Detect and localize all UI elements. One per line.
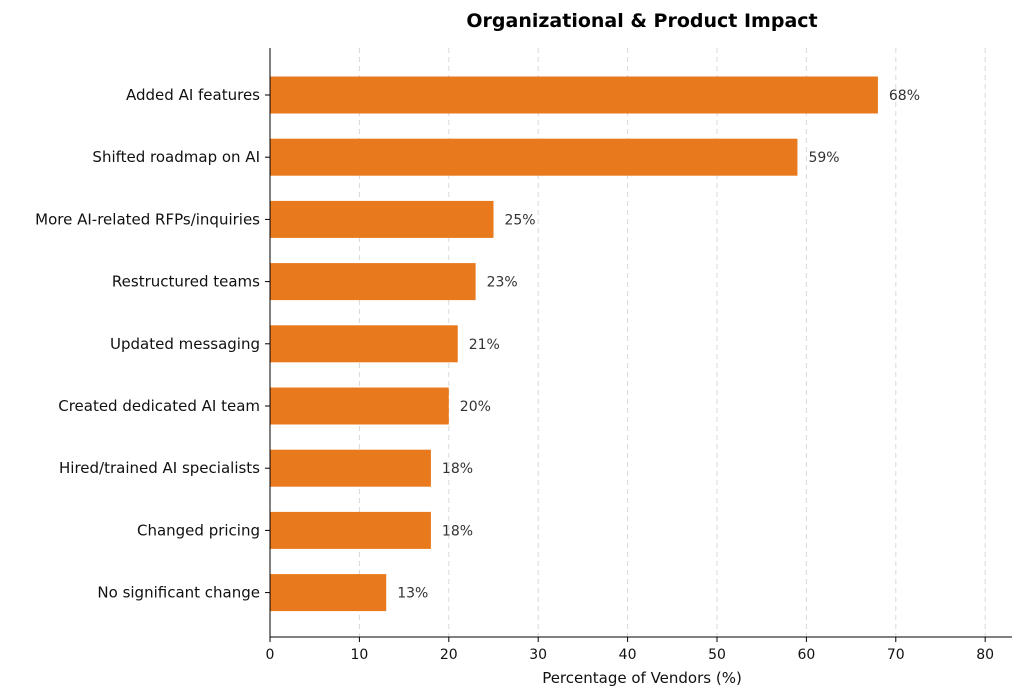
- x-tick-label: 30: [529, 647, 547, 663]
- data-label: 18%: [442, 523, 473, 539]
- data-label: 18%: [442, 461, 473, 477]
- category-label: Restructured teams: [112, 273, 260, 291]
- bar: [270, 387, 449, 425]
- x-tick-label: 40: [619, 647, 637, 663]
- category-label: Updated messaging: [110, 335, 260, 353]
- data-label: 59%: [808, 150, 839, 166]
- category-label: More AI-related RFPs/inquiries: [35, 210, 260, 228]
- x-axis-label: Percentage of Vendors (%): [542, 669, 742, 687]
- data-label: 68%: [889, 88, 920, 104]
- category-label: Created dedicated AI team: [58, 397, 260, 415]
- data-label: 23%: [487, 275, 518, 291]
- bar: [270, 574, 387, 612]
- bar: [270, 449, 431, 487]
- category-labels: Added AI features Shifted roadmap on AI Mo…: [35, 86, 260, 602]
- x-tick-label: 50: [708, 647, 726, 663]
- x-tick-label: 70: [887, 647, 905, 663]
- category-label: No significant change: [97, 584, 260, 602]
- data-label: 25%: [504, 212, 535, 228]
- bar: [270, 200, 494, 238]
- bar: [270, 263, 476, 301]
- data-label: 13%: [397, 586, 428, 602]
- x-tick-label: 10: [350, 647, 368, 663]
- data-label: 21%: [469, 337, 500, 353]
- x-tick-label: 80: [976, 647, 994, 663]
- category-label: Shifted roadmap on AI: [92, 148, 260, 166]
- bar: [270, 325, 458, 363]
- category-label: Changed pricing: [137, 521, 260, 539]
- axes: 0 10 20 30 40 50 60 70 80: [265, 48, 1012, 663]
- data-labels: 68% 59% 25% 23% 21% 20% 18% 18% 13%: [397, 88, 920, 602]
- bars: [270, 76, 878, 612]
- data-label: 20%: [460, 399, 491, 415]
- bar: [270, 138, 798, 176]
- bar: [270, 76, 878, 114]
- category-label: Hired/trained AI specialists: [59, 459, 260, 477]
- category-label: Added AI features: [126, 86, 260, 104]
- x-tick-label: 20: [440, 647, 458, 663]
- bar: [270, 511, 431, 549]
- x-tick-label: 0: [266, 647, 275, 663]
- chart-title: Organizational & Product Impact: [466, 10, 817, 32]
- x-tick-label: 60: [797, 647, 815, 663]
